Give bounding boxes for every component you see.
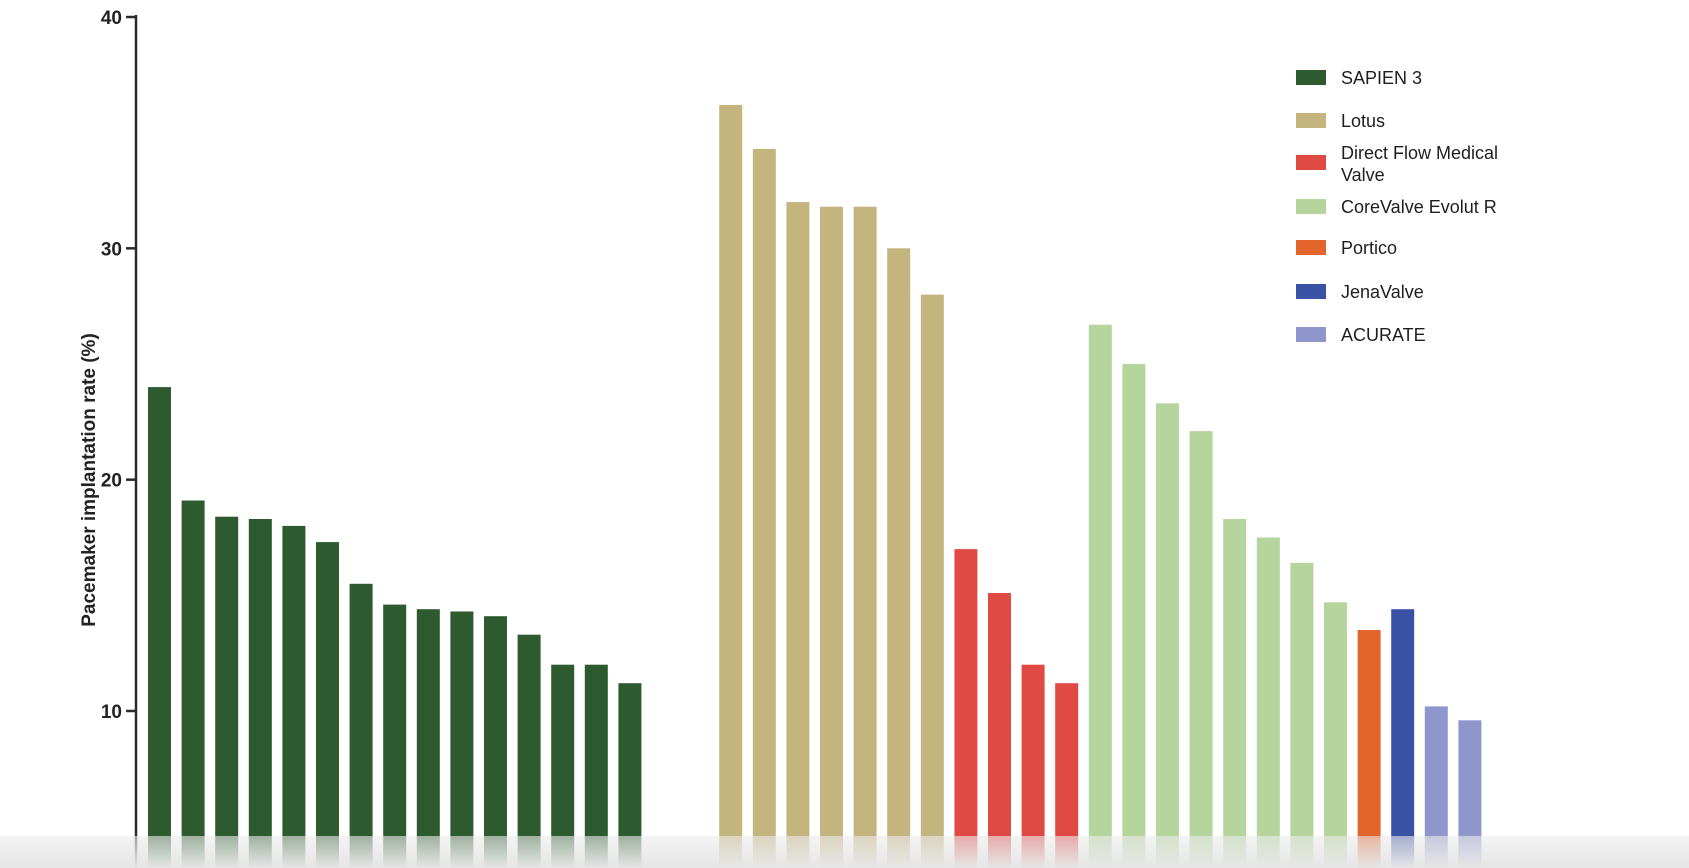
bar-lotus-5 (853, 206, 877, 868)
bar-jenavalve-1 (1391, 609, 1415, 868)
legend-label-1: SAPIEN 3 (1341, 68, 1422, 88)
bar-sapien-3-2 (181, 500, 205, 868)
bar-direct-flow-medical-valve-1 (954, 549, 978, 868)
legend-label-3: Direct Flow Medical Valve (1341, 143, 1498, 185)
bar-lotus-2 (752, 148, 776, 868)
y-tick-label-30: 30 (101, 239, 122, 260)
bar-sapien-3-15 (618, 683, 642, 868)
legend-swatch-7 (1296, 327, 1326, 342)
bar-corevalve-evolut-r-3 (1156, 403, 1179, 868)
bar-lotus-6 (887, 248, 911, 868)
bar-sapien-3-9 (416, 609, 440, 868)
y-tick-label-20: 20 (101, 471, 122, 492)
bar-corevalve-evolut-r-8 (1324, 602, 1347, 868)
bar-corevalve-evolut-r-2 (1122, 364, 1146, 868)
legend-label-5: Portico (1341, 238, 1397, 258)
bar-sapien-3-10 (450, 611, 474, 868)
bar-sapien-3-8 (383, 604, 407, 868)
bar-lotus-1 (719, 104, 743, 868)
y-axis: 10 20 30 40 (101, 8, 138, 868)
legend-swatch-4 (1296, 199, 1326, 214)
legend: SAPIEN 3 Lotus Direct Flow Medical Valve Cor… (1296, 68, 1498, 345)
bar-direct-flow-medical-valve-3 (1021, 664, 1045, 868)
bar-lotus-7 (920, 294, 944, 868)
bar-direct-flow-medical-valve-4 (1055, 683, 1079, 868)
bar-corevalve-evolut-r-4 (1189, 431, 1213, 868)
bar-sapien-3-12 (517, 634, 541, 868)
legend-swatch-2 (1296, 113, 1326, 128)
bar-sapien-3-13 (551, 664, 575, 868)
legend-label-4: CoreValve Evolut R (1341, 197, 1497, 217)
bar-sapien-3-3 (215, 516, 239, 868)
legend-label-2: Lotus (1341, 111, 1385, 131)
legend-swatch-6 (1296, 284, 1326, 299)
bar-direct-flow-medical-valve-2 (988, 593, 1011, 868)
bar-sapien-3-11 (484, 616, 507, 868)
y-tick-label-10: 10 (101, 702, 122, 723)
legend-swatch-5 (1296, 240, 1326, 255)
bar-acurate-2 (1458, 720, 1482, 868)
bar-corevalve-evolut-r-1 (1088, 324, 1112, 868)
bar-acurate-1 (1424, 706, 1448, 868)
legend-label-7: ACURATE (1341, 325, 1426, 345)
bar-lotus-3 (786, 202, 810, 868)
bar-sapien-3-1 (148, 387, 171, 868)
bar-corevalve-evolut-r-7 (1290, 562, 1314, 868)
legend-label-6: JenaValve (1341, 282, 1424, 302)
bar-sapien-3-4 (248, 519, 272, 868)
bottom-fade (0, 836, 1689, 868)
bar-sapien-3-14 (584, 664, 608, 868)
bar-corevalve-evolut-r-5 (1223, 519, 1247, 868)
bar-sapien-3-7 (349, 583, 373, 868)
y-axis-title: Pacemaker implantation rate (%) (79, 333, 100, 627)
y-tick-label-40: 40 (101, 8, 122, 29)
bar-corevalve-evolut-r-6 (1256, 537, 1280, 868)
legend-swatch-1 (1296, 70, 1326, 85)
bar-sapien-3-5 (282, 525, 306, 868)
bar-lotus-4 (820, 206, 843, 868)
bars-layer (148, 104, 1482, 868)
bar-sapien-3-6 (316, 542, 339, 868)
legend-swatch-3 (1296, 155, 1326, 170)
bar-portico-1 (1357, 630, 1381, 868)
